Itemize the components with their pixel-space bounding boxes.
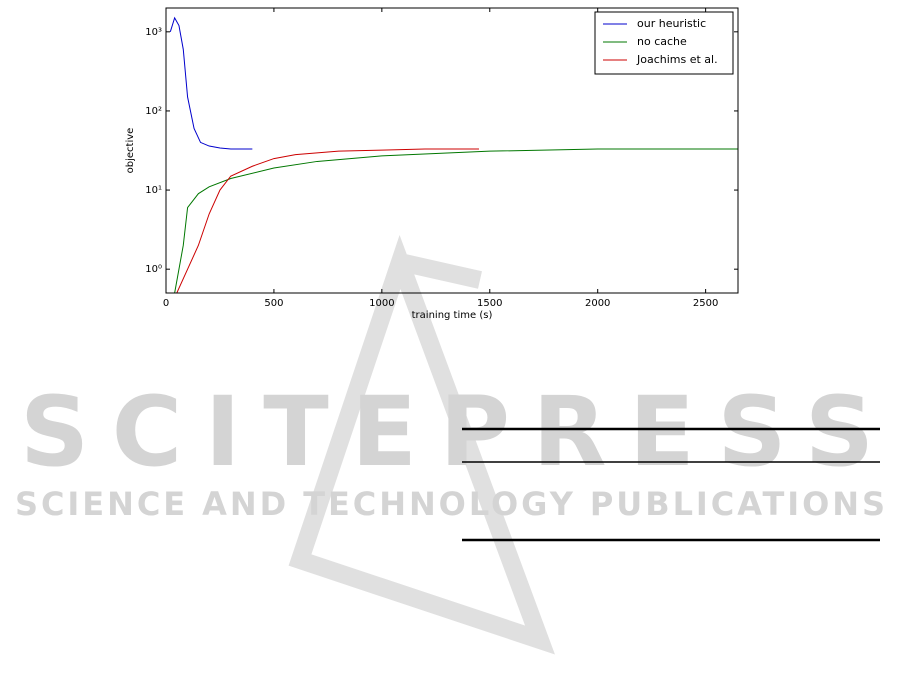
- watermark-subtitle: SCIENCE AND TECHNOLOGY PUBLICATIONS: [15, 485, 885, 523]
- y-tick-label: 10¹: [145, 185, 162, 196]
- y-axis-label: objective: [125, 128, 136, 174]
- y-tick-label: 10³: [145, 27, 162, 38]
- series-line: [174, 148, 738, 293]
- x-tick-label: 2000: [585, 298, 610, 309]
- legend-label: our heuristic: [637, 17, 706, 30]
- series-line: [169, 16, 253, 150]
- series-line: [176, 148, 479, 293]
- watermark: SCITEPRESS SCIENCE AND TECHNOLOGY PUBLIC…: [15, 234, 885, 655]
- legend-label: Joachims et al.: [636, 53, 718, 66]
- x-tick-label: 1500: [477, 298, 502, 309]
- plot-frame: [165, 7, 739, 294]
- x-axis-label: training time (s): [412, 310, 493, 321]
- legend-label: no cache: [637, 35, 687, 48]
- plot-area: [169, 16, 738, 293]
- y-tick-label: 10⁰: [145, 264, 162, 275]
- x-tick-label: 1000: [369, 298, 394, 309]
- watermark-title: SCITEPRESS: [20, 376, 880, 488]
- legend-box: [594, 11, 734, 75]
- x-tick-label: 500: [264, 298, 283, 309]
- y-tick-label: 10²: [145, 106, 162, 117]
- watermark-logo: [288, 234, 555, 655]
- x-tick-label: 2500: [693, 298, 718, 309]
- chart: 0 500 1000 1500 2000 2500 10⁰ 10¹ 10² 10³ training…: [125, 7, 739, 321]
- x-tick-label: 0: [163, 298, 169, 309]
